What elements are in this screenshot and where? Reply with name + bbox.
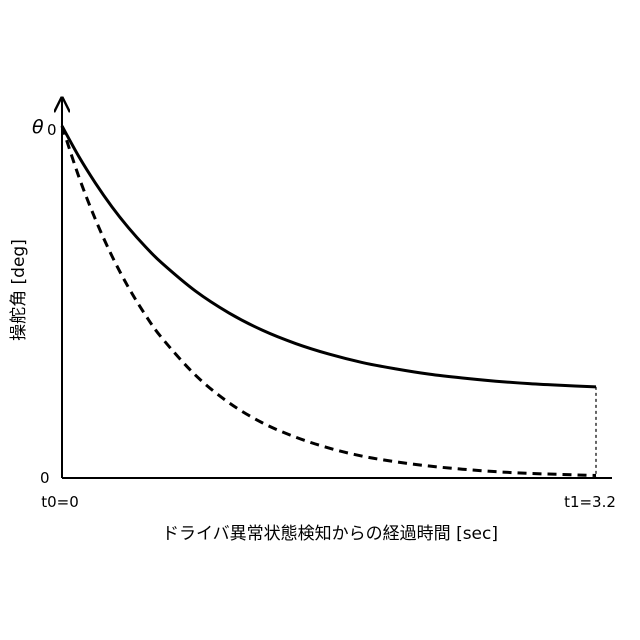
dashed-series-line — [62, 126, 596, 476]
y-zero-label: 0 — [40, 469, 50, 487]
y-top-label-subscript: 0 — [47, 121, 57, 139]
y-top-label: θ — [32, 116, 44, 138]
x-start-label: t0=0 — [41, 493, 79, 511]
y-axis-label: 操舵角 [deg] — [9, 239, 29, 341]
plot-area — [62, 98, 612, 478]
solid-series-line — [62, 126, 596, 387]
x-end-label: t1=3.2 — [564, 493, 616, 511]
x-axis-label: ドライバ異常状態検知からの経過時間 [sec] — [162, 524, 498, 544]
series-layer — [62, 126, 596, 478]
